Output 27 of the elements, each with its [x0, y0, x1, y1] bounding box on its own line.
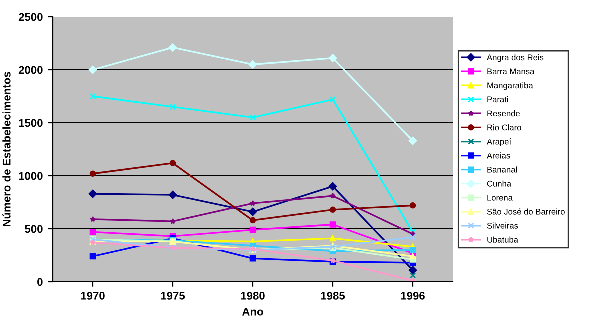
legend-label: Lorena: [488, 195, 513, 201]
legend-label: Areias: [487, 152, 510, 159]
legend-label: Mangaratiba: [488, 82, 534, 90]
x-axis-title: Ano: [242, 308, 264, 316]
legend-label: Resende: [488, 110, 520, 117]
legend-label: Silveiras: [487, 222, 518, 229]
legend-label: Bananal: [488, 166, 518, 173]
x-tick-label: 1975: [161, 292, 186, 300]
y-tick-label: 1000: [19, 172, 43, 180]
x-tick-label: 1985: [321, 292, 346, 300]
y-axis-title: Número de Estabelecimentos: [2, 72, 11, 227]
legend-label: Parati: [488, 96, 508, 103]
x-tick-label: 1980: [241, 292, 265, 300]
legend-label: Arapeí: [487, 138, 512, 146]
y-tick-label: 2000: [18, 66, 43, 74]
legend-label: Ubatuba: [488, 236, 519, 243]
legend-label: Cunha: [487, 180, 512, 187]
y-tick-label: 0: [38, 278, 43, 286]
legend-label: Rio Claro: [488, 124, 522, 131]
x-tick-label: 1970: [81, 292, 105, 300]
legend-label: São José do Barreiro: [487, 208, 565, 215]
y-tick-label: 500: [25, 225, 43, 234]
y-tick-label: 1500: [19, 119, 43, 128]
legend-label: Angra dos Reis: [487, 54, 544, 62]
x-tick-label: 1996: [401, 292, 425, 300]
y-tick-label: 2500: [18, 13, 43, 22]
legend-label: Barra Mansa: [488, 68, 535, 75]
